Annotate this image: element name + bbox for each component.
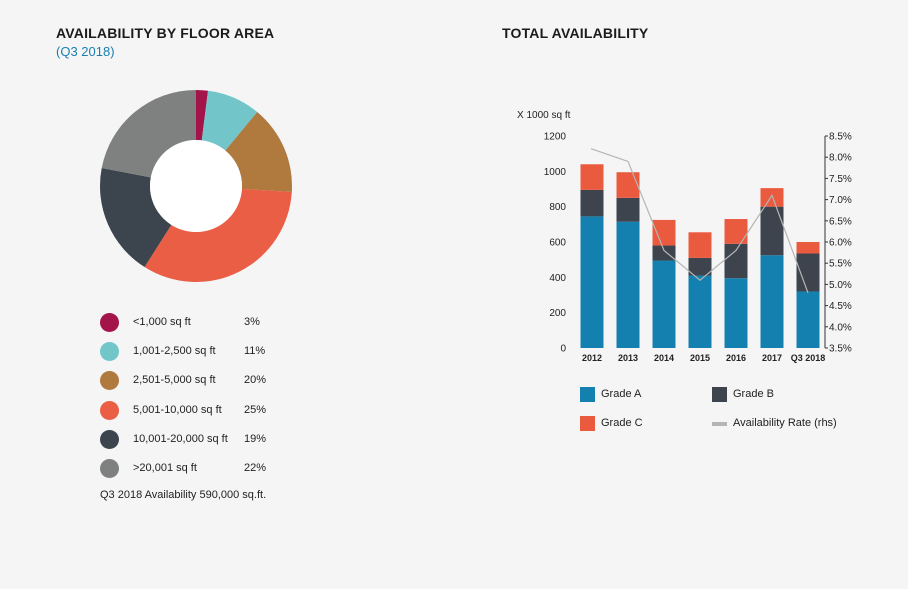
y2-tick-label: 5.5% <box>829 259 852 270</box>
availability-footnote: Q3 2018 Availability 590,000 sq.ft. <box>100 489 267 501</box>
legend-label: 2,501-5,000 sq ft <box>133 374 216 387</box>
bar-grade-b <box>724 243 748 279</box>
y-tick-label: 400 <box>549 273 566 284</box>
legend-swatch-icon <box>100 313 119 332</box>
donut-slice-3 <box>144 188 292 282</box>
bar-grade-b <box>796 253 820 292</box>
x-tick-label: 2013 <box>618 353 638 363</box>
legend-label: Availability Rate (rhs) <box>733 417 837 429</box>
legend-swatch-icon <box>712 387 727 402</box>
legend-percent: 20% <box>244 374 267 387</box>
legend-label: Grade A <box>601 388 642 400</box>
y-tick-label: 800 <box>549 202 566 213</box>
y-tick-label: 1200 <box>544 132 567 143</box>
x-tick-label: Q3 2018 <box>791 353 826 363</box>
donut-hole <box>150 140 242 232</box>
x-tick-label: 2015 <box>690 353 710 363</box>
bar-grade-c <box>580 164 604 190</box>
legend-label: Grade C <box>601 417 643 429</box>
bar-grade-a <box>796 291 820 348</box>
y-tick-label: 0 <box>560 344 566 355</box>
y-axis-label: X 1000 sq ft <box>517 110 571 121</box>
bar-chart-title: TOTAL AVAILABILITY <box>502 25 649 41</box>
y2-tick-label: 4.5% <box>829 301 852 312</box>
bar-grade-b <box>688 257 712 276</box>
donut-slice-1 <box>201 90 258 151</box>
bar-grade-c <box>724 219 748 244</box>
legend-label: Grade B <box>733 388 774 400</box>
bar-grade-b <box>760 206 784 256</box>
bar-grade-a <box>724 278 748 348</box>
legend-label: >20,001 sq ft <box>133 462 197 474</box>
legend-swatch-icon <box>100 429 119 449</box>
legend-percent: 3% <box>244 316 260 328</box>
donut-slice-0 <box>196 90 209 141</box>
legend-label: 1,001-2,500 sq ft <box>133 345 216 358</box>
x-tick-label: 2017 <box>762 353 782 363</box>
donut-slice-5 <box>101 89 196 178</box>
legend-swatch-icon <box>100 400 119 420</box>
bar-grade-c <box>796 242 820 254</box>
legend-swatch-icon <box>100 371 119 391</box>
y-tick-label: 600 <box>549 238 566 249</box>
legend-label: 5,001-10,000 sq ft <box>133 403 222 416</box>
legend-swatch-icon <box>580 387 595 402</box>
legend-swatch-icon <box>100 459 119 478</box>
x-tick-label: 2014 <box>654 353 674 363</box>
bar-grade-c <box>652 219 676 246</box>
y2-tick-label: 7.0% <box>829 195 852 206</box>
y2-tick-label: 8.0% <box>829 153 852 164</box>
y2-tick-label: 6.0% <box>829 238 852 249</box>
y2-tick-label: 5.0% <box>829 280 852 291</box>
legend-percent: 19% <box>244 432 267 445</box>
bar-grade-c <box>760 188 784 207</box>
donut-chart-subtitle: (Q3 2018) <box>56 44 115 59</box>
donut-slice-4 <box>100 168 172 268</box>
bar-grade-a <box>616 221 640 348</box>
legend-label: 10,001-20,000 sq ft <box>133 432 228 445</box>
y2-tick-label: 8.5% <box>829 132 852 143</box>
legend-swatch-icon <box>580 416 595 431</box>
y2-tick-label: 7.5% <box>829 174 852 185</box>
x-tick-label: 2016 <box>726 353 746 363</box>
donut-slice-2 <box>225 112 292 193</box>
bar-grade-b <box>616 197 640 222</box>
bar-grade-b <box>580 189 604 217</box>
availability-rate-line <box>590 148 809 294</box>
legend-swatch-icon <box>712 422 727 426</box>
bar-grade-a <box>688 275 712 348</box>
bar-grade-a <box>580 216 604 348</box>
y2-tick-label: 6.5% <box>829 216 852 227</box>
bar-grade-b <box>652 245 676 261</box>
y2-tick-label: 4.0% <box>829 322 852 333</box>
donut-chart-title: AVAILABILITY BY FLOOR AREA <box>56 25 275 41</box>
y-tick-label: 200 <box>549 308 566 319</box>
legend-percent: 11% <box>244 345 266 358</box>
bar-grade-a <box>760 255 784 348</box>
legend-percent: 25% <box>244 403 267 416</box>
legend-percent: 22% <box>244 462 267 474</box>
legend-label: <1,000 sq ft <box>133 316 191 328</box>
legend-swatch-icon <box>100 342 119 362</box>
bar-grade-a <box>652 260 676 348</box>
y-tick-label: 1000 <box>544 167 567 178</box>
x-tick-label: 2012 <box>582 353 602 363</box>
bar-grade-c <box>616 172 640 198</box>
y2-tick-label: 3.5% <box>829 344 852 355</box>
donut-chart <box>100 89 292 282</box>
bar-grade-c <box>688 232 712 258</box>
